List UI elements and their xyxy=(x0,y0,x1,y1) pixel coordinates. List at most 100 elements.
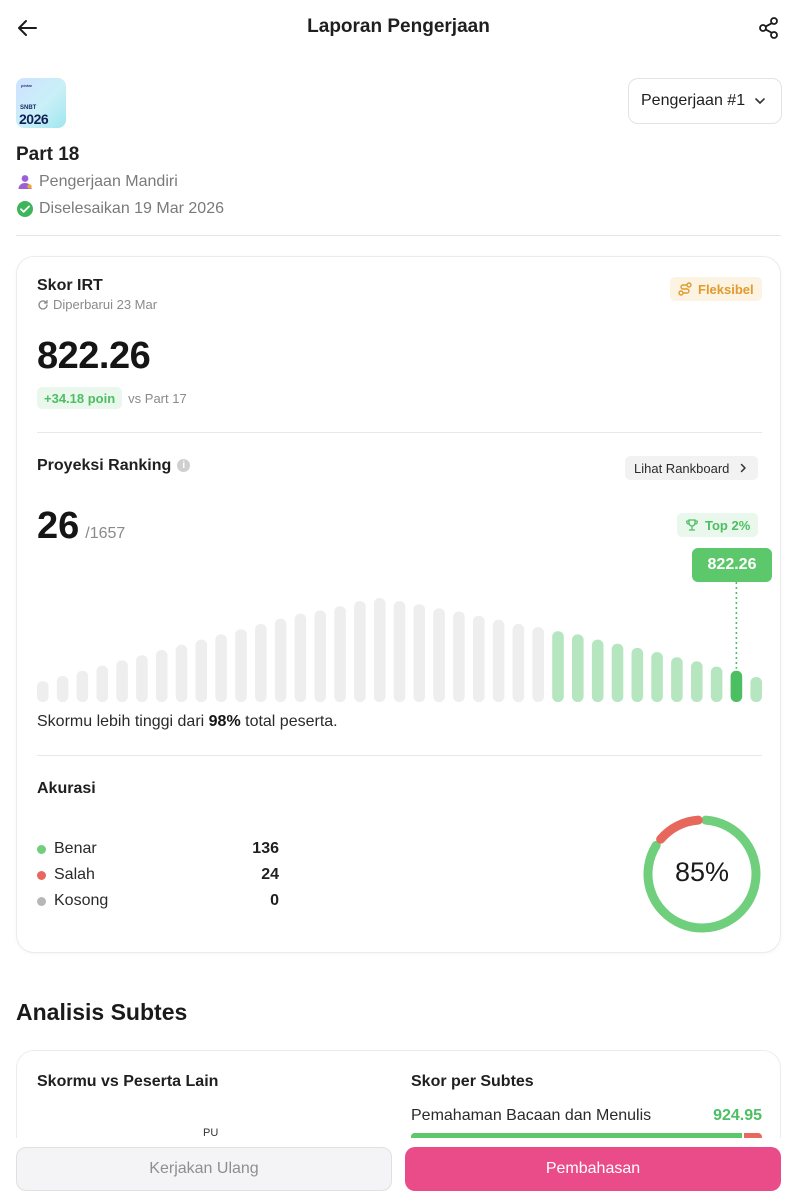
distribution-bar xyxy=(492,619,505,702)
rank-row: 26 /1657 xyxy=(37,505,125,548)
distribution-bar xyxy=(750,677,762,702)
rank-value: 26 xyxy=(37,505,80,547)
retry-button[interactable]: Kerjakan Ulang xyxy=(16,1147,392,1191)
score-updated: Diperbarui 23 Mar xyxy=(37,297,157,312)
distribution-bar xyxy=(274,618,287,702)
distribution-bar xyxy=(56,676,69,702)
comparison-title: Skormu vs Peserta Lain xyxy=(37,1073,219,1090)
distribution-bar xyxy=(651,652,663,702)
logo-brand-text: pintar xyxy=(21,83,33,88)
score-title: Skor IRT xyxy=(37,277,103,294)
chevron-down-icon xyxy=(755,98,765,104)
percentile-statement: Skormu lebih tinggi dari 98% total peser… xyxy=(37,713,338,731)
distribution-bar xyxy=(116,660,128,702)
distribution-bar xyxy=(255,624,267,702)
view-rankboard-label: Lihat Rankboard xyxy=(634,460,730,476)
distribution-bar xyxy=(512,624,525,702)
exam-completed-date: Diselesaikan 19 Mar 2026 xyxy=(39,200,224,217)
review-button[interactable]: Pembahasan xyxy=(405,1147,781,1191)
percentile-value: 98% xyxy=(208,713,241,730)
distribution-bar xyxy=(373,598,386,702)
legend-value: 24 xyxy=(261,866,279,883)
percentile-prefix: Skormu lebih tinggi dari xyxy=(37,713,209,730)
legend-value: 136 xyxy=(252,840,279,857)
score-distribution-chart xyxy=(37,582,762,702)
view-rankboard-button[interactable]: Lihat Rankboard xyxy=(625,456,759,480)
distribution-bar xyxy=(155,650,168,702)
attempt-dropdown[interactable]: Pengerjaan #1 xyxy=(628,78,782,124)
distribution-bar xyxy=(433,608,445,702)
distribution-bar xyxy=(453,611,465,702)
distribution-bar xyxy=(473,615,485,702)
person-icon xyxy=(16,173,34,191)
distribution-bar xyxy=(710,666,723,702)
ranking-title-text: Proyeksi Ranking xyxy=(37,457,172,474)
accuracy-legend-row: Kosong 0 xyxy=(37,892,279,910)
exam-mode-label: Pengerjaan Mandiri xyxy=(39,173,178,190)
info-icon[interactable]: i xyxy=(177,459,191,472)
distribution-bar xyxy=(314,610,326,702)
legend-label: Benar xyxy=(54,840,97,857)
distribution-bar xyxy=(136,655,148,702)
score-tooltip: 822.26 xyxy=(692,548,772,582)
percentile-suffix: total peserta. xyxy=(240,713,338,730)
score-updated-text: Diperbarui 23 Mar xyxy=(53,297,158,312)
distribution-bar xyxy=(96,665,109,702)
donut-wrong-segment xyxy=(656,815,703,844)
accuracy-title: Akurasi xyxy=(37,780,96,797)
route-icon xyxy=(678,282,692,296)
distribution-bar xyxy=(413,604,426,702)
distribution-bar xyxy=(532,627,544,702)
distribution-bar xyxy=(393,601,406,702)
chevron-right-icon xyxy=(741,463,747,473)
distribution-bar xyxy=(294,613,307,702)
divider xyxy=(16,235,781,236)
exam-completed-row: Diselesaikan 19 Mar 2026 xyxy=(16,200,224,218)
score-card: Skor IRT Diperbarui 23 Mar Fleksibel 822… xyxy=(16,256,781,953)
distribution-bar xyxy=(235,629,247,702)
user-score-bar xyxy=(730,670,743,702)
back-button[interactable] xyxy=(14,14,42,42)
logo-label: SNBT xyxy=(20,105,37,111)
divider xyxy=(37,432,762,433)
distribution-bar xyxy=(671,657,683,702)
accuracy-legend-row: Salah 24 xyxy=(37,866,279,884)
accuracy-donut-chart xyxy=(643,815,761,933)
arrow-left-icon xyxy=(18,20,37,36)
accuracy-legend-row: Benar 136 xyxy=(37,840,279,858)
check-circle-icon xyxy=(16,200,34,218)
top-percent-badge: Top 2% xyxy=(677,513,759,537)
logo-year: 2026 xyxy=(19,111,49,127)
distribution-bar xyxy=(631,647,644,702)
subtest-name: Pemahaman Bacaan dan Menulis xyxy=(411,1107,652,1124)
radar-axis-label: PU xyxy=(203,1127,219,1139)
distribution-bar xyxy=(175,644,188,702)
analysis-title: Analisis Subtes xyxy=(16,999,188,1025)
score-delta-badge: +34.18 poin xyxy=(37,387,123,409)
distribution-bar xyxy=(591,639,604,702)
distribution-bar xyxy=(76,670,89,702)
score-compare-text: vs Part 17 xyxy=(128,390,187,406)
bottom-action-bar: Kerjakan Ulang Pembahasan xyxy=(0,1138,797,1200)
irt-score-value: 822.26 xyxy=(37,335,151,377)
flexible-badge: Fleksibel xyxy=(670,277,762,301)
refresh-icon xyxy=(38,299,48,310)
legend-label: Kosong xyxy=(54,892,109,909)
trophy-icon xyxy=(686,519,698,531)
accuracy-percent: 85% xyxy=(674,857,730,887)
legend-dot xyxy=(37,896,46,906)
distribution-bar xyxy=(334,606,346,702)
distribution-bar xyxy=(572,634,584,702)
legend-dot xyxy=(37,844,46,854)
legend-value: 0 xyxy=(270,892,279,909)
share-button[interactable] xyxy=(755,14,783,42)
distribution-bar xyxy=(611,643,624,702)
subtest-progress-bar xyxy=(411,1133,762,1141)
subtest-progress-fill xyxy=(411,1133,745,1141)
exam-logo: pintar SNBT 2026 xyxy=(16,78,66,128)
legend-dot xyxy=(37,870,46,880)
subtest-score: 924.95 xyxy=(713,1107,762,1124)
exam-part-title: Part 18 xyxy=(16,144,80,165)
score-delta-row: +34.18 poin vs Part 17 xyxy=(37,387,187,409)
distribution-bar xyxy=(37,681,49,702)
